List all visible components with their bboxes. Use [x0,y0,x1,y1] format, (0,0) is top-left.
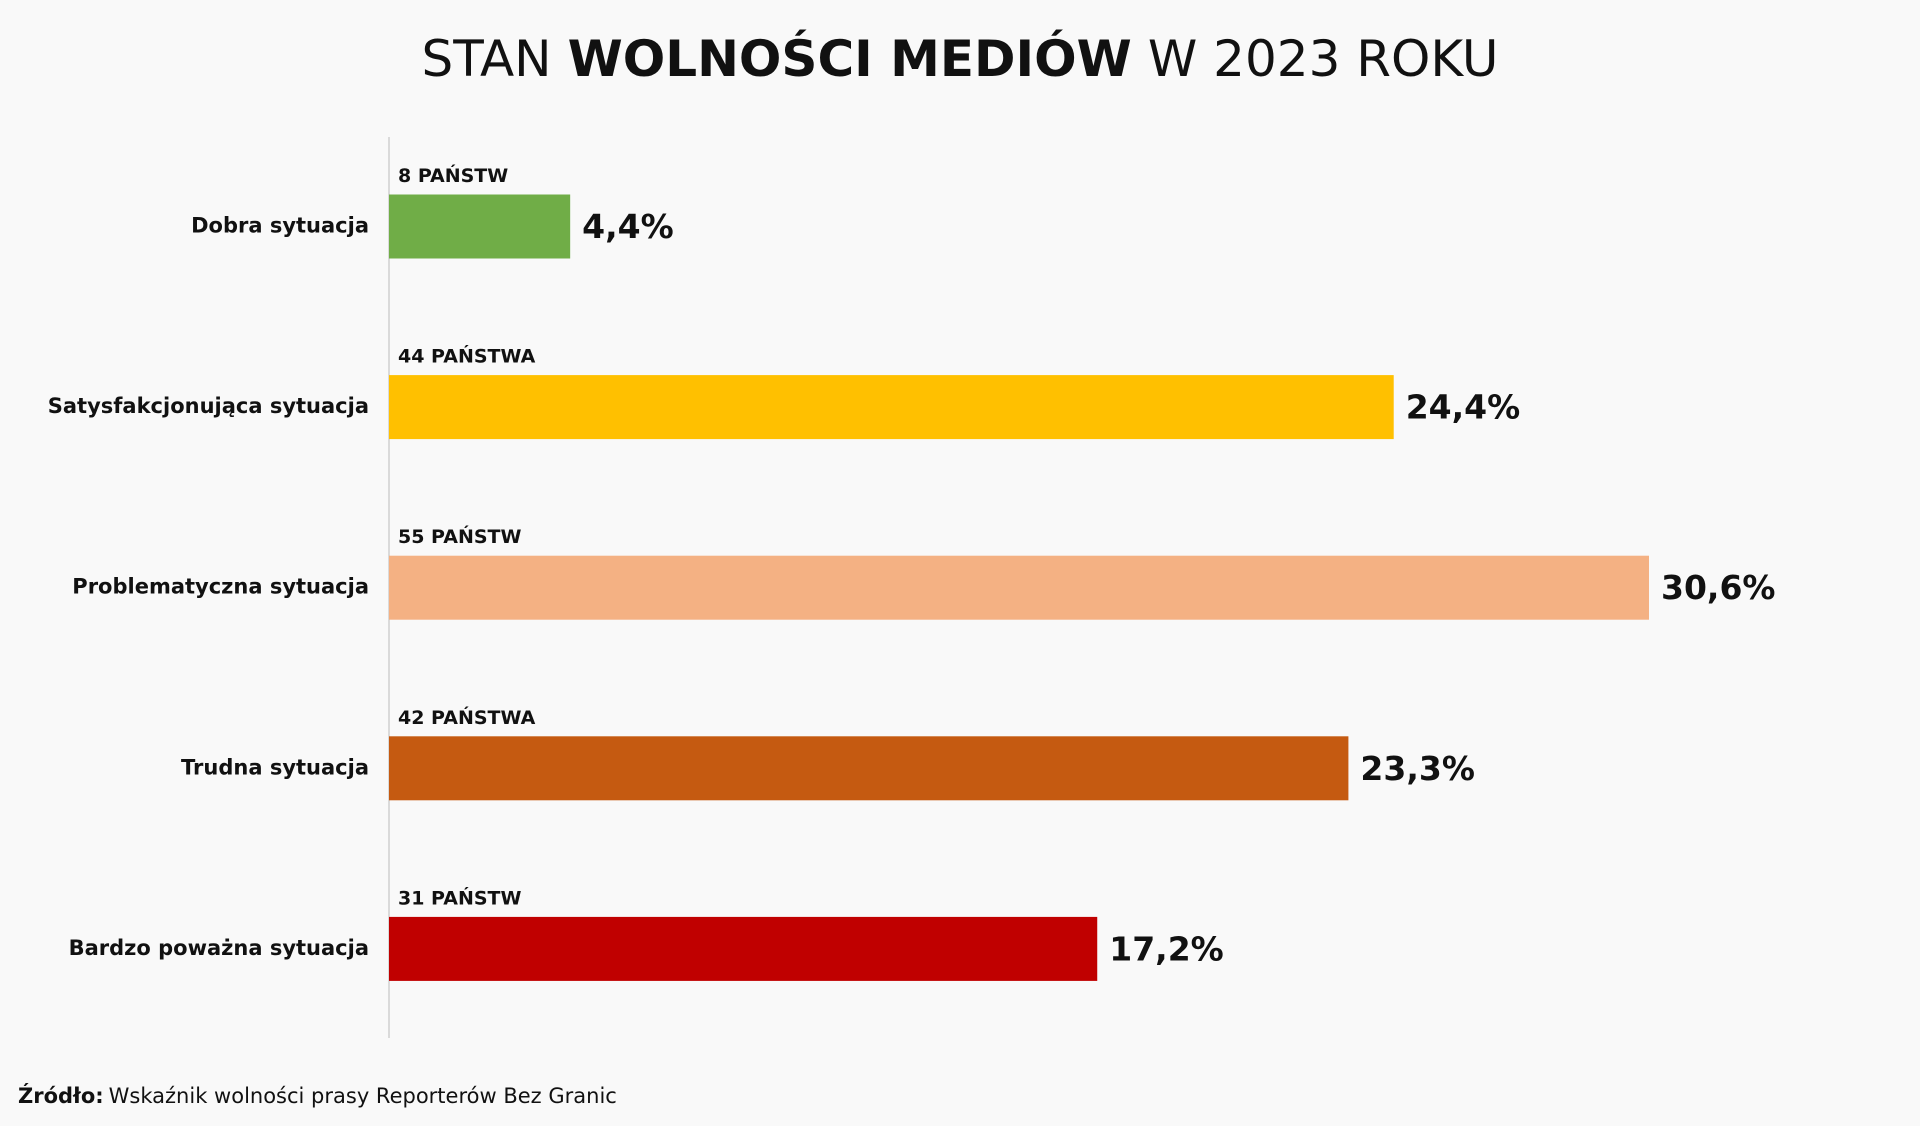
source-label: Źródło: [18,1083,104,1108]
count-label: 44 PAŃSTWA [398,345,536,368]
category-label: Satysfakcjonująca sytuacja [48,394,369,418]
title-part: STAN [422,30,552,88]
category-label: Dobra sytuacja [191,214,369,238]
title-part: WOLNOŚCI MEDIÓW [568,29,1132,88]
title-part: W 2023 ROKU [1148,30,1499,88]
value-label: 24,4% [1406,388,1521,427]
bar [389,375,1394,440]
value-label: 23,3% [1360,749,1475,788]
source: Źródło: Wskaźnik wolności prasy Reporteró… [18,1083,617,1108]
count-label: 8 PAŃSTW [398,164,508,187]
count-label: 31 PAŃSTW [398,886,521,909]
count-label: 55 PAŃSTW [398,525,521,548]
source-text: Wskaźnik wolności prasy Reporterów Bez G… [109,1084,617,1108]
category-label: Bardzo poważna sytuacja [69,936,369,960]
category-label: Problematyczna sytuacja [72,575,369,599]
count-label: 42 PAŃSTWA [398,706,536,729]
bar [389,736,1349,801]
value-label: 4,4% [582,207,674,246]
bar [389,555,1649,620]
value-label: 17,2% [1109,929,1224,968]
chart-title: STAN WOLNOŚCI MEDIÓW W 2023 ROKU [422,29,1499,88]
category-label: Trudna sytuacja [181,755,369,779]
value-label: 30,6% [1661,568,1776,607]
bar [389,916,1098,981]
bar [389,194,571,259]
